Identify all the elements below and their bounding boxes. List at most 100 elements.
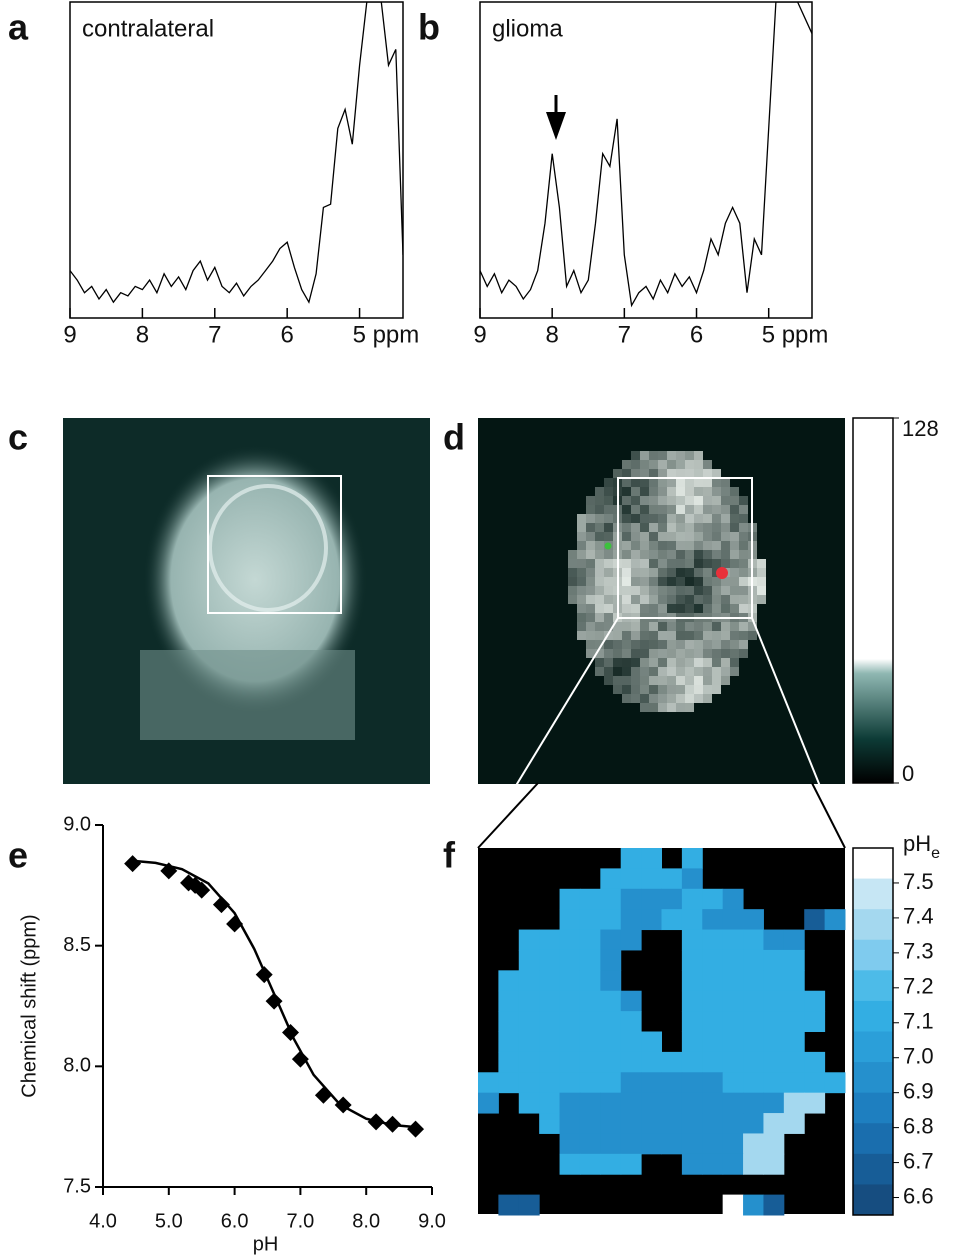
pixel [622,487,631,496]
pixel [577,586,586,595]
pixel [712,532,721,541]
pixel [586,595,595,604]
pixel [783,970,805,992]
pixel [595,640,604,649]
pixel [702,1051,724,1073]
pixel [631,622,640,631]
pixel [620,1031,642,1053]
pixel [640,676,649,685]
pixel [631,586,640,595]
colorbar-frame [852,847,894,1216]
pixel [595,550,604,559]
pixel [539,1092,561,1114]
pixel [722,1153,744,1175]
pixel [631,496,640,505]
pixel [783,1051,805,1073]
pixel [685,541,694,550]
pixel [703,460,712,469]
pixel [685,667,694,676]
pixel [721,532,730,541]
pixel [649,514,658,523]
pixel [518,970,540,992]
pixel [694,649,703,658]
pixel [658,631,667,640]
pixel [604,478,613,487]
pixel [681,1072,703,1094]
colorbar-tick-label: 6.7 [903,1148,934,1173]
colorbar-block [853,1000,893,1032]
pixel [681,949,703,971]
pixel [595,622,604,631]
pixel [721,667,730,676]
pixel [622,514,631,523]
pixel [694,694,703,703]
pixel [743,1031,764,1053]
colorbar-tick-label: 128 [902,416,939,441]
pixel [620,1011,642,1032]
pixel [620,1153,642,1175]
pixel [703,685,712,694]
pixel [676,604,685,613]
pixel [559,888,581,910]
marker [124,855,142,873]
pixel [640,451,649,460]
colorbar-tick-label: 6.9 [903,1078,934,1103]
pixel [667,505,676,514]
pixel [649,496,658,505]
spectrum [70,2,403,304]
pixel [676,451,685,460]
x-tick-label: 4.0 [89,1210,117,1232]
pixel [721,640,730,649]
pixel [559,1113,581,1134]
pixel [667,685,676,694]
pixel [685,631,694,640]
pixel [631,676,640,685]
pixel [703,478,712,487]
pixel [649,631,658,640]
pixel [694,478,703,487]
pixel [649,640,658,649]
pixel [722,1194,744,1216]
pixel [667,541,676,550]
colorbar-tick-label: 7.1 [903,1009,934,1034]
pixel [568,550,577,559]
pixel [640,622,649,631]
pixel [559,909,581,931]
dot [604,542,612,550]
pixel [681,929,703,951]
pixel [712,514,721,523]
pixel [685,523,694,532]
pixel [539,929,561,951]
pixel [703,649,712,658]
pixel [649,541,658,550]
pixel [694,676,703,685]
pixel [685,658,694,667]
pixel [649,586,658,595]
pixel [640,550,649,559]
pixel [712,631,721,640]
pixel [640,505,649,514]
pixel [658,451,667,460]
colorbar-block [853,878,893,910]
pixel [622,649,631,658]
pixel [804,909,826,931]
pixel [559,1031,581,1053]
pixel [739,523,748,532]
pixel [730,541,739,550]
pixel [595,631,604,640]
pixel [703,523,712,532]
pixel [604,559,613,568]
pixel [739,586,748,595]
pixel [622,604,631,613]
pixel [658,694,667,703]
pixel [703,694,712,703]
pixel [649,451,658,460]
pixel [743,1113,764,1134]
pixel [658,658,667,667]
pixel [721,604,730,613]
pixel [478,1072,499,1094]
pixel [676,595,685,604]
pixel [622,550,631,559]
pixel [763,970,785,992]
pixel [712,550,721,559]
